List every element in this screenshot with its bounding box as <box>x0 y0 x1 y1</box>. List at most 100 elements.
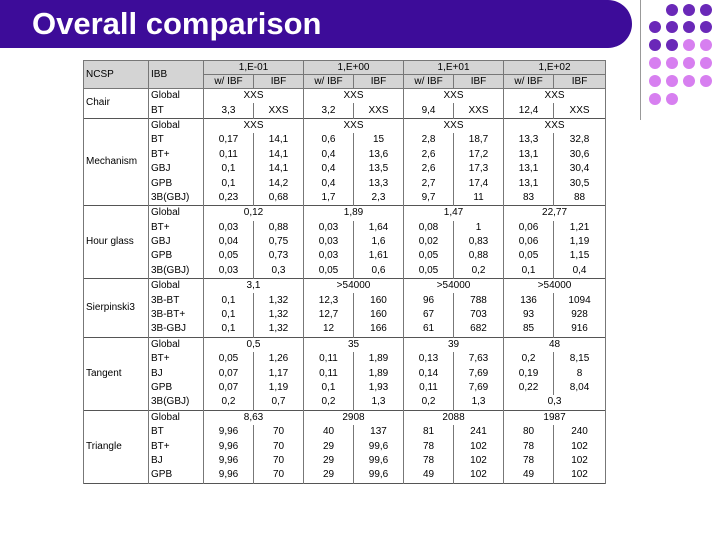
ibb-cell: 3B-BT+ <box>148 307 204 323</box>
value-cell: 0,73 <box>253 249 304 264</box>
value-cell: 83 <box>503 190 555 206</box>
value-cell: 7,69 <box>453 366 505 381</box>
value-cell: 1,3 <box>352 395 405 411</box>
value-cell: 0,4 <box>303 147 354 162</box>
table-row: GPB 9,96 70 29 99,6 49 102 49 102 <box>84 468 607 484</box>
value-cell: 2,6 <box>403 161 455 177</box>
value-cell: 1,6 <box>352 234 405 250</box>
ibb-cell: Global <box>148 278 204 294</box>
value-cell: 14,2 <box>253 176 304 191</box>
value-cell: 12,3 <box>303 293 354 308</box>
value-cell: 0,07 <box>203 380 254 396</box>
value-cell: 2908 <box>302 409 405 425</box>
value-cell: 166 <box>352 322 405 338</box>
value-cell: 1,7 <box>303 190 354 206</box>
value-cell: 0,75 <box>253 234 304 250</box>
group-header: 1,E+02 <box>503 60 607 75</box>
value-cell: 0,4 <box>303 161 354 177</box>
value-cell: 12 <box>303 322 354 338</box>
value-cell: 99,6 <box>352 468 405 484</box>
table-row: BJ 9,96 70 29 99,6 78 102 78 102 <box>84 453 607 469</box>
value-cell: 0,05 <box>303 263 354 279</box>
value-cell: XXS <box>453 103 505 119</box>
ibb-cell: Global <box>148 336 204 353</box>
value-cell: 2,3 <box>352 190 405 206</box>
value-cell: 0,02 <box>403 234 455 250</box>
value-cell: 40 <box>303 424 354 440</box>
value-cell: 3,2 <box>303 103 354 119</box>
ncsp-cell: Hour glass <box>83 205 149 279</box>
value-cell: 9,96 <box>203 439 254 454</box>
value-cell: 78 <box>503 439 555 454</box>
group-header: 1,E-01 <box>203 60 304 75</box>
value-cell: 0,06 <box>503 220 555 235</box>
value-cell: 1,61 <box>352 249 405 264</box>
value-cell: 29 <box>303 468 354 484</box>
value-cell: 15 <box>352 133 405 148</box>
ibb-cell: 3B-BT <box>148 293 204 308</box>
value-cell: 0,68 <box>253 190 304 206</box>
sub-header: w/ IBF <box>203 74 254 89</box>
ibb-cell: GPB <box>148 380 204 396</box>
value-cell: 49 <box>503 468 555 484</box>
value-cell: 1,17 <box>253 366 304 381</box>
value-cell: 1,47 <box>403 205 505 221</box>
value-cell: 1,93 <box>352 380 405 396</box>
value-cell: 11 <box>453 190 505 206</box>
value-cell: 48 <box>503 336 607 353</box>
value-cell: 1,26 <box>253 352 304 367</box>
value-cell: 17,3 <box>453 161 505 177</box>
ibb-cell: GPB <box>148 249 204 264</box>
group-header: 1,E+01 <box>403 60 505 75</box>
value-cell: 241 <box>453 424 505 440</box>
table-row: Chair Global XXS XXS XXS XXS <box>83 88 607 119</box>
value-cell: 29 <box>303 453 354 469</box>
ibb-cell: BT <box>148 133 204 148</box>
value-cell: 9,96 <box>203 468 254 484</box>
value-cell: 0,1 <box>203 307 254 323</box>
value-cell: XXS <box>503 117 607 134</box>
value-cell: 96 <box>403 293 455 308</box>
value-cell: 0,3 <box>503 395 607 411</box>
value-cell: 102 <box>453 453 505 469</box>
ncsp-cell: Mechanism <box>83 117 149 206</box>
value-cell: 8,04 <box>553 380 607 396</box>
sub-header: w/ IBF <box>503 74 555 89</box>
value-cell: 0,11 <box>203 147 254 162</box>
value-cell: 13,5 <box>352 161 405 177</box>
table-row: Mechanism Global XXS XXS XXS XXS <box>83 117 607 206</box>
value-cell: 0,1 <box>203 293 254 308</box>
value-cell: 0,13 <box>403 352 455 367</box>
value-cell: 240 <box>553 424 607 440</box>
value-cell: >54000 <box>403 278 505 294</box>
comparison-table: NCSP IBB 1,E-01 1,E+00 1,E+01 1,E+02 w/ IBF IBF… <box>83 60 607 484</box>
value-cell: 0,6 <box>352 263 405 279</box>
value-cell: 703 <box>453 307 505 323</box>
value-cell: 61 <box>403 322 455 338</box>
value-cell: 788 <box>453 293 505 308</box>
table-row: GBJ 0,04 0,75 0,03 1,6 0,02 0,83 0,06 1,19 <box>84 234 607 250</box>
sub-header: IBF <box>453 74 505 89</box>
value-cell: 0,88 <box>453 249 505 264</box>
group-header: 1,E+00 <box>302 60 405 75</box>
value-cell: 12,7 <box>303 307 354 323</box>
value-cell: 7,63 <box>453 352 505 367</box>
value-cell: 0,1 <box>203 322 254 338</box>
sub-header: IBF <box>253 74 304 89</box>
value-cell: 0,04 <box>203 234 254 250</box>
ibb-cell: 3B(GBJ) <box>148 263 204 279</box>
value-cell: 1,3 <box>453 395 505 411</box>
value-cell: 102 <box>553 439 607 454</box>
value-cell: 0,5 <box>203 336 304 353</box>
value-cell: XXS <box>403 117 505 134</box>
value-cell: 9,4 <box>403 103 455 119</box>
value-cell: 67 <box>403 307 455 323</box>
table-row: Hour glass Global 0,12 1,89 1,47 22,77 <box>83 205 607 279</box>
dot-grid <box>649 4 712 105</box>
value-cell: 0,17 <box>203 133 254 148</box>
table-row: BT+ 0,03 0,88 0,03 1,64 0,08 1 0,06 1,21 <box>84 220 607 235</box>
value-cell: 1987 <box>503 409 607 425</box>
value-cell: 70 <box>253 468 304 484</box>
value-cell: 30,4 <box>553 161 607 177</box>
table-row: 3B(GBJ) 0,03 0,3 0,05 0,6 0,05 0,2 0,1 0,4 <box>84 263 607 279</box>
